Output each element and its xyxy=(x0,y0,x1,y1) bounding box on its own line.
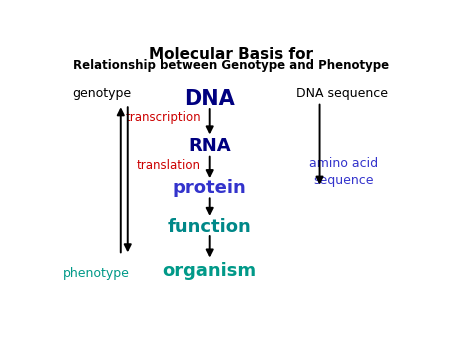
Text: phenotype: phenotype xyxy=(63,267,130,280)
Text: function: function xyxy=(168,218,252,236)
Text: RNA: RNA xyxy=(189,137,231,155)
Text: genotype: genotype xyxy=(72,88,131,100)
Text: amino acid
sequence: amino acid sequence xyxy=(310,157,378,187)
Text: organism: organism xyxy=(162,262,257,280)
Text: Molecular Basis for: Molecular Basis for xyxy=(148,47,313,62)
Text: translation: translation xyxy=(137,159,201,172)
Text: DNA sequence: DNA sequence xyxy=(296,88,388,100)
Text: protein: protein xyxy=(173,178,247,197)
Text: transcription: transcription xyxy=(126,111,201,124)
Text: DNA: DNA xyxy=(184,89,235,109)
Text: Relationship between Genotype and Phenotype: Relationship between Genotype and Phenot… xyxy=(72,59,389,72)
